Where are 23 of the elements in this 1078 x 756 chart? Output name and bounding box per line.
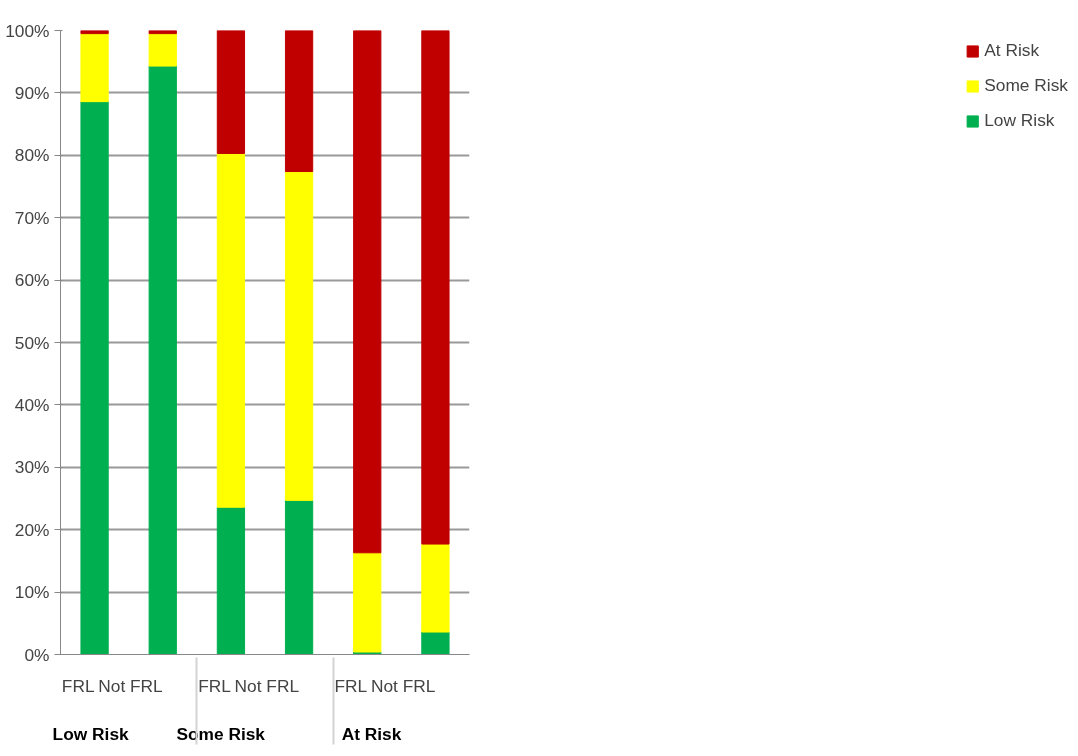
text: Some Risk xyxy=(176,723,266,744)
y-tick-label: 80% xyxy=(14,145,50,166)
y-tick-label: 0% xyxy=(24,644,50,665)
y-tick-label: 40% xyxy=(14,394,50,415)
y-tick-label: 30% xyxy=(14,457,50,478)
y-tick-label: 60% xyxy=(14,270,50,291)
y-tick-label: 90% xyxy=(14,82,50,103)
y-tick-label: 10% xyxy=(14,582,50,603)
legend-label: Low Risk xyxy=(984,110,1055,131)
y-tick-label: 70% xyxy=(14,207,50,228)
legend-label: At Risk xyxy=(984,40,1040,61)
x-tick-label: Not FRL xyxy=(98,675,164,696)
x-tick-label: FRL xyxy=(198,675,232,696)
x-tick-label: Not FRL xyxy=(370,675,436,696)
text: At Risk xyxy=(341,723,402,744)
legend-label: Some Risk xyxy=(984,75,1068,96)
y-tick-label: 20% xyxy=(14,519,50,540)
x-tick-label: FRL xyxy=(61,675,95,696)
y-tick-label: 100% xyxy=(5,20,50,41)
x-tick-label: FRL xyxy=(334,675,368,696)
text: Low Risk xyxy=(52,723,130,744)
y-tick-label: 50% xyxy=(14,332,50,353)
x-tick-label: Not FRL xyxy=(234,675,300,696)
